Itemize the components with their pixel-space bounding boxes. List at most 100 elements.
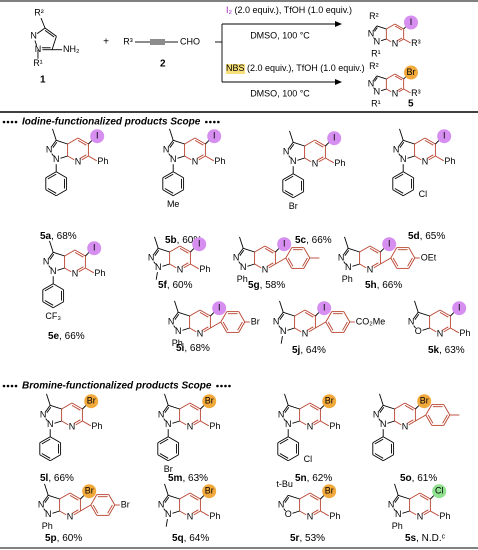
bond (404, 405, 414, 411)
atom-label: R¹ (371, 48, 381, 58)
compound-label: 5i, 68% (176, 343, 210, 354)
bond (369, 245, 381, 253)
atom-label: N (168, 316, 175, 326)
bond (199, 309, 211, 317)
bond (50, 404, 62, 410)
atom-mask (398, 155, 408, 165)
bond (179, 402, 191, 410)
compound-label: 5s, N.D.ᶜ (405, 533, 446, 544)
atom-mask (29, 31, 39, 41)
bond (292, 191, 304, 199)
atom-label: Ph (97, 156, 108, 166)
bond (282, 173, 294, 181)
dot (2, 120, 6, 124)
bond (382, 454, 394, 462)
compound-yield: , 60% (57, 533, 83, 544)
atom-mask (168, 155, 178, 165)
atom-mask (41, 257, 51, 267)
atom-mask (276, 500, 286, 510)
bond (394, 483, 399, 496)
bond (380, 257, 392, 265)
bond (254, 245, 266, 253)
dot (217, 120, 220, 124)
bond (343, 311, 351, 323)
bond (359, 245, 371, 253)
atom-label: CO₂Me (356, 316, 386, 326)
atom-label: R² (369, 11, 379, 21)
atom-label: Ph (209, 511, 220, 521)
bond (42, 283, 54, 291)
halogen-badge (322, 484, 337, 499)
bond (59, 492, 71, 500)
bond (372, 436, 384, 444)
arrow-head (335, 79, 342, 85)
atom-label: N (273, 316, 280, 326)
atom-label: N (302, 328, 309, 338)
atom-mask (281, 147, 291, 157)
atom-label: N (393, 144, 400, 154)
bond (107, 504, 113, 514)
compound-id: 5a (40, 231, 52, 242)
bond (386, 73, 396, 80)
bond (425, 404, 433, 416)
bond (374, 453, 384, 459)
bond (164, 483, 169, 496)
bond (279, 453, 289, 459)
compound-label: 5m, 63% (168, 473, 208, 484)
bond (303, 257, 311, 269)
bond (348, 247, 360, 253)
bond (374, 438, 384, 445)
atom-label: N (38, 499, 45, 509)
bond (277, 454, 289, 462)
atom-label: N (307, 421, 314, 431)
bond (52, 283, 64, 291)
bond (71, 402, 83, 410)
atom-label: N (187, 511, 194, 521)
bond (284, 190, 294, 196)
arrow-head (335, 21, 342, 27)
atom-label: N (395, 509, 402, 519)
atom-label: Br (407, 67, 416, 77)
atom-label: O (415, 326, 422, 336)
compound-label: 5l, 66% (40, 473, 74, 484)
atom-label: N (158, 409, 165, 419)
bond (392, 189, 404, 197)
atom-label: N (69, 421, 76, 431)
atom-mask (173, 327, 183, 337)
compound-yield: , 62% (307, 473, 333, 484)
bond (439, 309, 451, 317)
atom-label: Ph (94, 268, 105, 278)
atom-label: N (240, 262, 247, 272)
atom-mask (43, 510, 53, 520)
atom-label: N (278, 499, 285, 509)
bond (293, 141, 305, 147)
atom-label: N (392, 88, 399, 98)
atom-mask (65, 512, 75, 522)
atom-label: Ph (439, 511, 450, 521)
atom-mask (44, 145, 54, 155)
atom-label: N (46, 144, 53, 154)
atom-mask (67, 422, 77, 432)
bond (52, 301, 64, 309)
bond (287, 454, 299, 462)
atom-label: CHO (180, 36, 200, 46)
bond (392, 171, 404, 179)
compound-id: 5p (45, 533, 57, 544)
atom-mask (45, 420, 55, 430)
compound-id: 5f (158, 280, 168, 291)
bond (39, 454, 51, 462)
atom-label: N (165, 509, 172, 519)
halogen-badge (82, 484, 97, 499)
atom-mask (415, 512, 425, 522)
atom-mask (300, 329, 310, 339)
bond (443, 414, 451, 426)
bond (178, 311, 190, 317)
atom-label: N (368, 28, 375, 38)
bond (45, 189, 57, 197)
atom-label: N (50, 266, 57, 276)
atom-mask (156, 500, 166, 510)
atom-mask (38, 410, 48, 420)
atom-mask (288, 157, 298, 167)
atom-label: N (374, 36, 381, 46)
bond (382, 436, 394, 444)
